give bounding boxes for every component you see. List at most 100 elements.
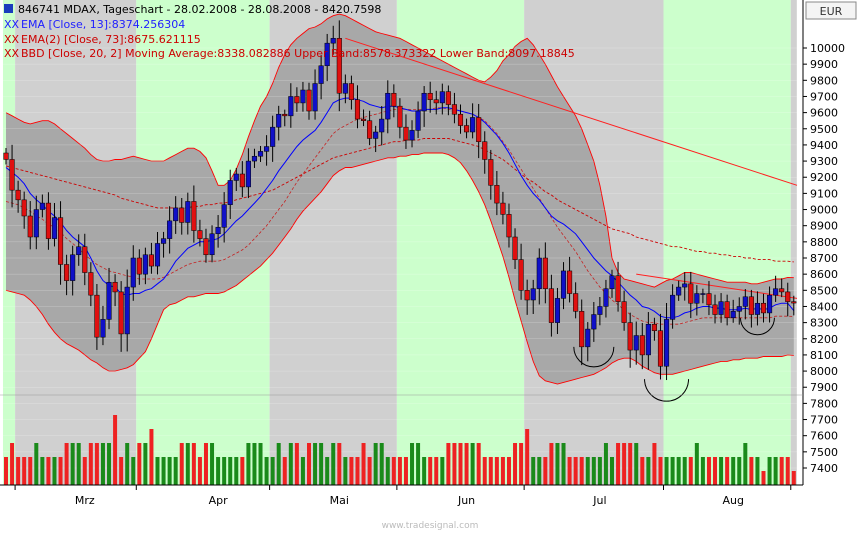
legend-ema13: EMA [Close, 13]:8374.256304	[21, 18, 185, 31]
candle-down	[482, 141, 488, 160]
volume-bar	[749, 457, 754, 485]
volume-bar	[561, 443, 566, 485]
volume-bar	[579, 457, 584, 485]
volume-bar	[203, 443, 208, 485]
volume-bar	[567, 457, 572, 485]
candle-down	[179, 207, 185, 223]
volume-bar	[46, 457, 51, 485]
candle-up	[609, 275, 615, 289]
volume-bar	[694, 443, 699, 485]
candle-down	[112, 281, 118, 293]
candle-down	[457, 113, 464, 126]
candle-up	[694, 293, 700, 304]
candle-down	[397, 105, 403, 128]
volume-bar	[446, 443, 451, 485]
volume-bar	[616, 443, 621, 485]
candle-up	[318, 65, 324, 84]
candle-up	[754, 302, 760, 315]
y-tick-label: 8600	[810, 268, 838, 281]
candle-down	[348, 83, 354, 100]
candle-down	[494, 185, 500, 204]
price-axis: 7400 7500 7600 7700 7800 7900 8000 8100 8200 8300…	[803, 42, 845, 475]
volume-bar	[82, 457, 87, 485]
candle-down	[657, 330, 664, 367]
volume-bar	[500, 457, 505, 485]
candle-up	[154, 243, 161, 267]
volume-bar	[458, 443, 463, 485]
candle-up	[106, 281, 112, 320]
candle-up	[215, 227, 221, 235]
volume-bar	[4, 457, 8, 485]
y-tick-label: 8700	[810, 252, 838, 265]
candle-down	[639, 335, 645, 356]
volume-bar	[58, 457, 63, 485]
x-tick-label: Jul	[592, 494, 606, 507]
candle-down	[688, 283, 694, 304]
volume-bar	[173, 457, 178, 485]
volume-bar	[149, 429, 154, 485]
candle-up	[209, 233, 215, 256]
volume-bar	[397, 457, 402, 485]
candle-up	[560, 270, 567, 299]
candle-up	[530, 288, 536, 301]
volume-bar	[791, 471, 796, 485]
candle-up	[385, 92, 391, 120]
volume-bar	[725, 457, 730, 485]
volume-bar	[719, 457, 724, 485]
candle-down	[548, 288, 554, 323]
candle-down	[748, 296, 754, 315]
candle-down	[336, 38, 342, 94]
volume-bar	[282, 457, 287, 485]
candle-down	[367, 120, 373, 139]
volume-bar	[761, 471, 766, 485]
volume-bar	[246, 443, 251, 485]
volume-bar	[379, 443, 384, 485]
candle-down	[82, 246, 88, 273]
y-tick-label: 9900	[810, 58, 838, 71]
volume-bar	[634, 443, 639, 485]
candle-down	[760, 302, 767, 314]
volume-bar	[573, 457, 578, 485]
candle-up	[227, 180, 233, 205]
candle-up	[342, 83, 348, 94]
candle-up	[161, 238, 167, 244]
volume-bar	[755, 457, 760, 485]
volume-bar	[300, 457, 305, 485]
candle-down	[57, 217, 64, 265]
bollinger-band	[5, 13, 794, 385]
volume-bar	[331, 443, 336, 485]
y-tick-label: 9000	[810, 204, 838, 217]
candle-down	[197, 230, 203, 239]
candle-down	[651, 323, 657, 331]
candle-up	[663, 319, 670, 367]
candle-down	[542, 257, 548, 289]
volume-bar	[422, 457, 427, 485]
candle-up	[585, 328, 591, 348]
candle-down	[476, 117, 482, 142]
volume-bar	[179, 443, 184, 485]
x-tick-label: Aug	[722, 494, 743, 507]
candle-down	[627, 322, 633, 351]
candle-up	[245, 160, 251, 188]
volume-bar	[167, 457, 172, 485]
volume-bar	[40, 457, 45, 485]
y-tick-label: 9400	[810, 139, 838, 152]
candle-down	[506, 214, 512, 238]
candle-up	[670, 294, 676, 320]
y-tick-label: 7600	[810, 430, 838, 443]
candle-up	[700, 293, 706, 295]
candle-down	[464, 125, 470, 133]
volume-bar	[155, 457, 160, 485]
arc-left-shoulder	[573, 346, 615, 368]
candle-down	[451, 104, 457, 115]
volume-bar	[288, 443, 293, 485]
volume-bar	[676, 457, 681, 485]
candle-up	[51, 217, 58, 239]
y-tick-label: 8000	[810, 365, 838, 378]
legend-ema13-marker: XX	[4, 18, 20, 31]
candle-down	[27, 215, 33, 238]
volume-bar	[252, 443, 257, 485]
candle-up	[264, 146, 270, 152]
volume-bar	[543, 457, 548, 485]
